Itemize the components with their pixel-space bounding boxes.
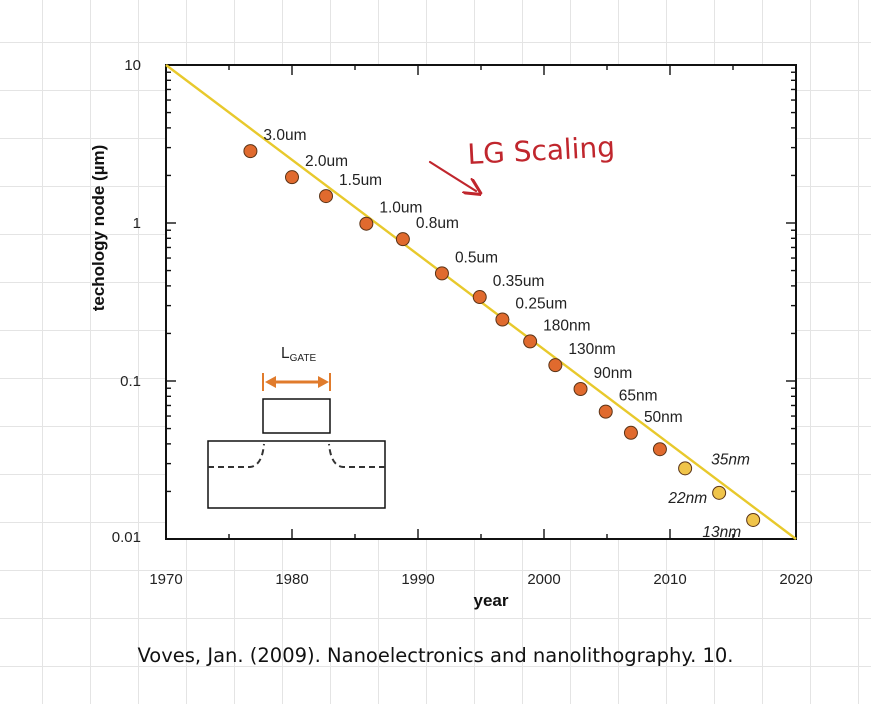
data-point bbox=[712, 485, 727, 500]
y-axis-ticks bbox=[166, 71, 796, 540]
gate-block bbox=[262, 398, 331, 434]
x-tick-label: 2000 bbox=[527, 571, 560, 588]
point-label: 1.0um bbox=[379, 200, 422, 217]
point-label: 90nm bbox=[594, 365, 633, 382]
source-junction bbox=[208, 443, 265, 468]
x-tick-label: 1980 bbox=[275, 571, 308, 588]
data-point bbox=[434, 266, 449, 281]
point-label: 35nm bbox=[711, 451, 750, 468]
point-label: 50nm bbox=[644, 409, 683, 426]
point-label: 0.5um bbox=[455, 249, 498, 266]
point-label: 22nm bbox=[667, 490, 707, 507]
x-tick-label: 2020 bbox=[779, 571, 812, 588]
y-axis-title: techology node (µm) bbox=[89, 145, 108, 312]
y-tick-label: 1 bbox=[133, 215, 141, 232]
data-point bbox=[472, 290, 487, 305]
drain-junction bbox=[328, 443, 385, 468]
point-label: 65nm bbox=[619, 388, 658, 405]
data-point bbox=[598, 404, 613, 419]
data-point bbox=[495, 312, 510, 327]
y-tick-label: 0.1 bbox=[120, 373, 141, 390]
data-points bbox=[243, 144, 761, 527]
y-tick-label: 10 bbox=[124, 57, 141, 74]
data-point bbox=[746, 512, 761, 527]
data-point bbox=[319, 189, 334, 204]
point-label: 0.25um bbox=[515, 296, 567, 313]
point-label: 0.35um bbox=[493, 273, 545, 290]
y-tick-label: 0.01 bbox=[112, 529, 141, 546]
chart: 10 1 0.1 0.01 1970 1980 1990 2000 2010 2… bbox=[89, 57, 813, 610]
data-point bbox=[623, 425, 638, 440]
point-label: 180nm bbox=[543, 317, 590, 334]
inset-lgate-label: LGATE bbox=[281, 345, 316, 364]
gate-length-arrowhead-right bbox=[318, 376, 329, 388]
point-label: 3.0um bbox=[263, 127, 306, 144]
data-point bbox=[243, 144, 258, 159]
data-point bbox=[652, 442, 667, 457]
point-label: 2.0um bbox=[305, 153, 348, 170]
point-label: 13nm bbox=[702, 524, 741, 541]
gate-length-arrowhead-left bbox=[265, 376, 276, 388]
point-label: 0.8um bbox=[416, 215, 459, 232]
x-axis-title: year bbox=[474, 591, 509, 610]
substrate-block bbox=[207, 440, 386, 509]
data-point bbox=[523, 334, 538, 349]
gate-length-inset: LGATE bbox=[207, 345, 386, 509]
point-label: 1.5um bbox=[339, 172, 382, 189]
annotation-arrow bbox=[428, 160, 476, 191]
x-axis-ticks bbox=[165, 65, 797, 539]
data-point bbox=[395, 232, 410, 247]
data-point bbox=[359, 216, 374, 231]
data-point bbox=[678, 461, 693, 476]
x-tick-label: 1990 bbox=[401, 571, 434, 588]
data-point bbox=[548, 358, 563, 373]
data-point bbox=[573, 381, 588, 396]
lg-scaling-annotation: LG Scaling bbox=[467, 130, 616, 171]
citation-caption: Voves, Jan. (2009). Nanoelectronics and … bbox=[137, 644, 734, 667]
data-point bbox=[285, 170, 299, 185]
x-tick-label: 1970 bbox=[149, 571, 182, 588]
point-label: 130nm bbox=[568, 341, 615, 358]
x-tick-label: 2010 bbox=[653, 571, 686, 588]
